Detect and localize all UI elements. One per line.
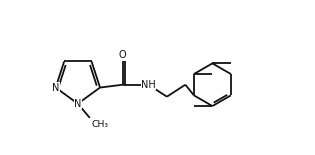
Text: N: N: [52, 83, 59, 93]
Text: NH: NH: [141, 80, 156, 90]
Text: O: O: [119, 50, 127, 60]
Text: CH₃: CH₃: [91, 120, 108, 129]
Text: N: N: [74, 99, 82, 109]
